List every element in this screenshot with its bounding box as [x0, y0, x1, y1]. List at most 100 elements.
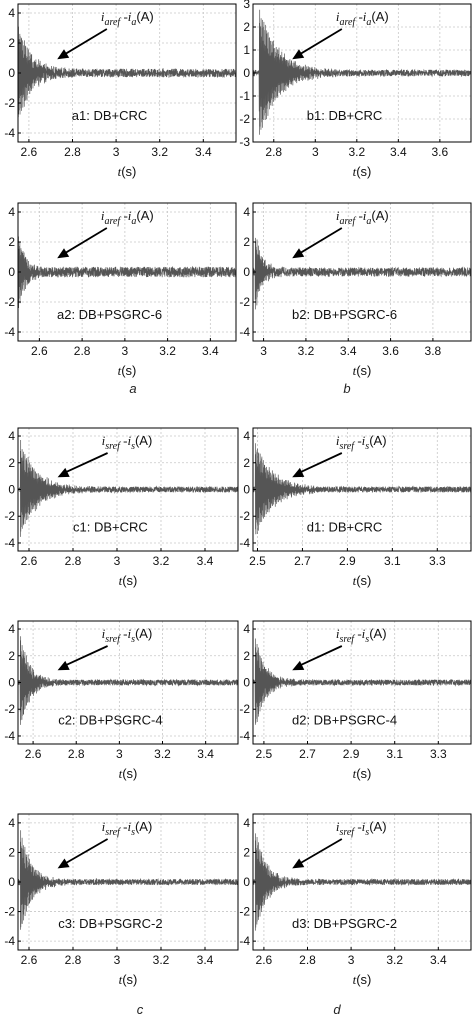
- panel-label: b2: DB+PSGRC-6: [292, 307, 397, 322]
- panel-label: b1: DB+CRC: [307, 108, 383, 123]
- arrow-head: [57, 467, 70, 478]
- panel-c2: 2.6 2.8 3 3.2 3.4 4 2 0 -2 -4 t(s) c2: DB+PSGRC-4 is…: [4, 620, 239, 781]
- y-tick-label: -1: [239, 89, 250, 103]
- y-tick-label: 4: [243, 205, 250, 219]
- arrow-head: [57, 858, 70, 869]
- panel-d3: 2.6 2.8 3 3.2 3.4 4 2 0 -2 -4 t(s) d3: DB+PSGRC-2 is…: [239, 813, 472, 987]
- annotation-arrow: [62, 28, 108, 56]
- y-tick-label: 2: [8, 36, 15, 50]
- x-tick-label: 2.6: [21, 953, 38, 967]
- x-tick-label: 3.4: [430, 953, 447, 967]
- x-tick-label: 2.8: [64, 145, 81, 159]
- y-tick-label: 2: [8, 456, 15, 470]
- x-tick-label: 2.8: [65, 953, 82, 967]
- y-tick-label: -2: [4, 702, 15, 716]
- panel-d2: 2.5 2.7 2.9 3.1 3.3 4 2 0 -2 -4 t(s) d2: DB+PSGRC-4…: [239, 620, 472, 781]
- y-tick-label: -4: [239, 325, 250, 339]
- signal-trace-a2: [17, 236, 237, 308]
- x-tick-label: 3.2: [159, 344, 176, 358]
- x-tick-label: 2.9: [343, 747, 360, 761]
- x-tick-label: 2.8: [68, 747, 85, 761]
- y-tick-label: -2: [4, 509, 15, 523]
- x-tick-label: 3: [113, 145, 120, 159]
- y-tick-label: 4: [8, 816, 15, 830]
- annotation-label: iaref -ia(A): [101, 208, 154, 227]
- x-axis-label: t(s): [353, 363, 372, 378]
- arrow-head: [57, 248, 70, 259]
- x-tick-label: 2.6: [25, 747, 42, 761]
- y-tick-label: 2: [243, 235, 250, 249]
- annotation-arrow: [63, 838, 109, 866]
- signal-trace-d3: [252, 833, 472, 931]
- y-tick-label: 0: [243, 676, 250, 690]
- y-tick-label: 3: [243, 0, 250, 11]
- signal-trace-c2: [17, 636, 239, 725]
- y-tick-label: 4: [8, 622, 15, 636]
- x-tick-label: 3.2: [153, 554, 170, 568]
- annotation-label: iaref -ia(A): [101, 9, 154, 28]
- x-tick-label: 3.3: [429, 554, 446, 568]
- y-tick-label: -4: [4, 126, 15, 140]
- arrow-head: [292, 858, 305, 869]
- x-axis-label: t(s): [119, 573, 138, 588]
- x-tick-label: 2.8: [74, 344, 91, 358]
- x-tick-label: 2.7: [294, 554, 311, 568]
- annotation-label: isref -is(A): [102, 819, 153, 838]
- y-tick-label: 2: [243, 845, 250, 859]
- y-tick-label: -2: [239, 295, 250, 309]
- signal-trace-d1: [252, 443, 472, 535]
- panel-a2: 2.6 2.8 3 3.2 3.4 4 2 0 -2 -4 t(s) a2: DB+PSGRC-6 ia…: [4, 202, 237, 378]
- x-tick-label: 3.2: [151, 145, 168, 159]
- y-tick-label: 0: [8, 483, 15, 497]
- panel-label: c2: DB+PSGRC-4: [58, 712, 162, 727]
- arrow-head: [57, 660, 70, 671]
- x-tick-label: 3: [116, 747, 123, 761]
- annotation-label: isref -is(A): [336, 626, 387, 645]
- panel-label: c3: DB+PSGRC-2: [58, 916, 162, 931]
- y-tick-label: -2: [4, 96, 15, 110]
- x-tick-label: 3: [260, 344, 267, 358]
- y-tick-label: -4: [4, 536, 15, 550]
- panel-label: a1: DB+CRC: [72, 108, 148, 123]
- x-tick-label: 3.1: [384, 554, 401, 568]
- y-tick-label: -2: [239, 112, 250, 126]
- signal-trace-c1: [17, 440, 239, 537]
- arrow-head: [292, 660, 305, 671]
- x-tick-label: 3: [348, 953, 355, 967]
- x-axis-label: t(s): [119, 766, 138, 781]
- y-tick-label: -4: [4, 934, 15, 948]
- x-tick-label: 3.4: [197, 953, 214, 967]
- x-axis-label: t(s): [353, 573, 372, 588]
- y-tick-label: 2: [8, 235, 15, 249]
- x-tick-label: 3: [114, 953, 121, 967]
- annotation-label: isref -is(A): [102, 626, 153, 645]
- arrow-head: [292, 248, 305, 259]
- y-tick-label: 2: [8, 649, 15, 663]
- annotation-label: isref -is(A): [336, 433, 387, 452]
- x-tick-label: 3.2: [154, 747, 171, 761]
- x-tick-label: 3.3: [430, 747, 447, 761]
- y-tick-label: 2: [243, 20, 250, 34]
- arrow-head: [292, 49, 305, 60]
- arrow-head: [292, 467, 305, 478]
- x-tick-label: 2.6: [31, 344, 48, 358]
- annotation-arrow: [62, 227, 108, 255]
- y-tick-label: 4: [8, 429, 15, 443]
- x-tick-label: 2.7: [299, 747, 316, 761]
- x-tick-label: 2.9: [339, 554, 356, 568]
- annotation-label: iaref -ia(A): [336, 9, 389, 28]
- x-axis-label: t(s): [118, 363, 137, 378]
- panel-c1: 2.6 2.8 3 3.2 3.4 4 2 0 -2 -4 t(s) c1: DB+CRC isref …: [4, 427, 239, 588]
- panel-a1: 2.6 2.8 3 3.2 3.4 4 2 0 -2 -4 t(s) a1: DB+CRC iaref …: [4, 3, 237, 179]
- y-tick-label: -2: [239, 702, 250, 716]
- x-axis-label: t(s): [353, 164, 372, 179]
- x-tick-label: 3: [114, 554, 121, 568]
- x-axis-label: t(s): [119, 972, 138, 987]
- y-tick-label: -4: [4, 325, 15, 339]
- x-tick-label: 2.6: [21, 554, 38, 568]
- y-tick-label: -2: [239, 509, 250, 523]
- x-tick-label: 3.2: [348, 145, 365, 159]
- x-tick-label: 3.6: [432, 145, 449, 159]
- y-tick-label: -2: [4, 295, 15, 309]
- x-axis-label: t(s): [353, 766, 372, 781]
